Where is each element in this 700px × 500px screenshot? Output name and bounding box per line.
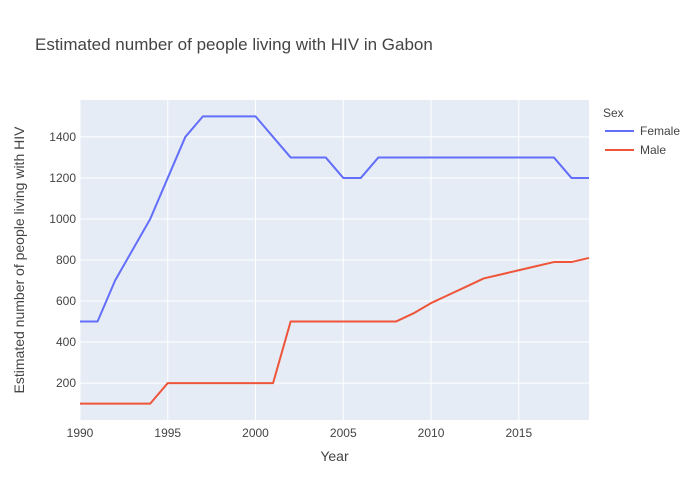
x-tick-label: 2015	[505, 426, 532, 440]
legend-title: Sex	[603, 106, 624, 120]
x-tick-label: 2010	[418, 426, 445, 440]
y-tick-label: 400	[56, 335, 76, 349]
x-tick-label: 1990	[67, 426, 94, 440]
chart-title: Estimated number of people living with H…	[35, 35, 433, 54]
legend: Sex Female Male	[603, 106, 680, 157]
x-tick-label: 1995	[154, 426, 181, 440]
series-layer	[80, 115, 590, 405]
y-axis-title: Estimated number of people living with H…	[11, 126, 27, 394]
y-tick-label: 1000	[49, 212, 76, 226]
tick-layer: 1990 1995 2000 2005 2010 2015 200 400 600 800 1000…	[49, 130, 532, 440]
series-line-male	[80, 256, 590, 405]
series-line-female	[80, 115, 589, 323]
legend-item-male[interactable]: Male	[640, 143, 666, 157]
y-tick-label: 600	[56, 294, 76, 308]
x-tick-label: 2005	[330, 426, 357, 440]
legend-item-female[interactable]: Female	[640, 124, 680, 138]
x-tick-label: 2000	[242, 426, 269, 440]
grid-layer	[79, 100, 589, 420]
y-tick-label: 800	[56, 253, 76, 267]
y-tick-label: 200	[56, 376, 76, 390]
y-tick-label: 1400	[49, 130, 76, 144]
x-axis-title: Year	[320, 448, 349, 464]
y-tick-label: 1200	[49, 171, 76, 185]
